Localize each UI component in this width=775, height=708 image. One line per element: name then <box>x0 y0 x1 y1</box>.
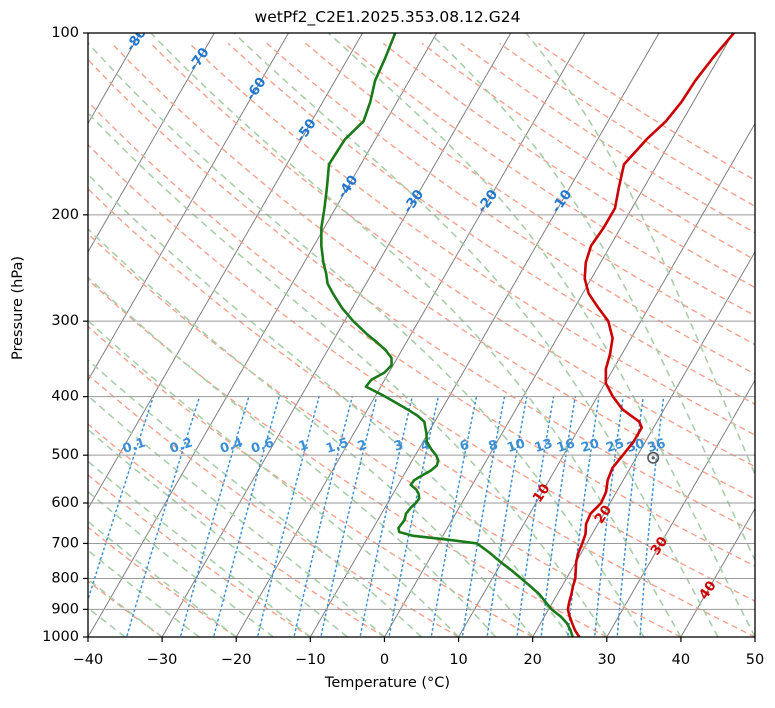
isobar-gridlines <box>88 33 755 637</box>
mixing-ratio-lines <box>88 395 665 637</box>
y-tick-label: 700 <box>51 535 79 551</box>
y-tick-label: 300 <box>51 313 79 329</box>
moist-adiabat-lines <box>88 33 755 637</box>
x-tick-label: 50 <box>746 652 764 668</box>
mixing-ratio-label: 8 <box>487 438 500 455</box>
mixing-ratio-label: 0.4 <box>218 435 245 456</box>
y-tick-label: 1000 <box>42 629 79 645</box>
x-tick-label: 0 <box>380 652 389 668</box>
mixing-ratio-label: 1 <box>297 438 310 455</box>
y-tick-label: 400 <box>51 389 79 405</box>
chart-title: wetPf2_C2E1.2025.353.08.12.G24 <box>254 8 521 26</box>
mixing-ratio-label: 0.1 <box>121 436 148 457</box>
x-axis-label: Temperature (°C) <box>324 675 451 691</box>
plot-frame <box>87 32 756 638</box>
x-tick-label: −10 <box>295 652 326 668</box>
y-tick-label: 800 <box>51 570 79 586</box>
x-tick-label: 40 <box>672 652 690 668</box>
x-tick-label: −20 <box>221 652 252 668</box>
mixing-ratio-label: 4 <box>419 438 432 455</box>
mixing-ratio-label: 36 <box>646 436 668 456</box>
mixing-ratio-label: 10 <box>505 436 527 456</box>
mixing-ratio-label: 30 <box>625 436 647 456</box>
mixing-ratio-label: 3 <box>392 438 405 455</box>
x-tick-label: −40 <box>73 652 104 668</box>
dry-adiabat-lines <box>88 42 755 637</box>
y-axis-ticks: 100 200 300 400 500 600 700 800 900 1000 <box>42 25 88 645</box>
mixing-ratio-label: 13 <box>533 436 555 456</box>
mixing-ratio-label: 0.6 <box>249 435 276 456</box>
dewpoint-profile <box>320 33 574 637</box>
mixing-ratio-label: 25 <box>604 436 626 456</box>
mixing-ratio-label: 16 <box>555 436 577 456</box>
y-tick-label: 500 <box>51 447 79 463</box>
sounding-profiles <box>320 33 736 637</box>
y-tick-label: 200 <box>51 207 79 223</box>
lcl-marker <box>651 456 655 460</box>
x-tick-label: 30 <box>598 652 616 668</box>
x-tick-label: 10 <box>449 652 467 668</box>
x-tick-label: 20 <box>523 652 541 668</box>
x-tick-label: −30 <box>147 652 178 668</box>
mixing-ratio-label: 2 <box>356 438 369 455</box>
y-tick-label: 100 <box>51 25 79 41</box>
mixing-ratio-label: 0.2 <box>168 435 195 456</box>
mixing-ratio-label: 20 <box>579 436 601 456</box>
y-tick-label: 900 <box>51 601 79 617</box>
parcel-markers <box>647 451 660 464</box>
y-tick-label: 600 <box>51 495 79 511</box>
temperature-profile <box>566 33 736 637</box>
mixing-ratio-label: 1.5 <box>324 435 351 456</box>
mixing-ratio-label: 6 <box>458 438 471 455</box>
x-axis-ticks: −40 −30 −20 −10 0 10 20 30 40 50 <box>73 637 764 668</box>
